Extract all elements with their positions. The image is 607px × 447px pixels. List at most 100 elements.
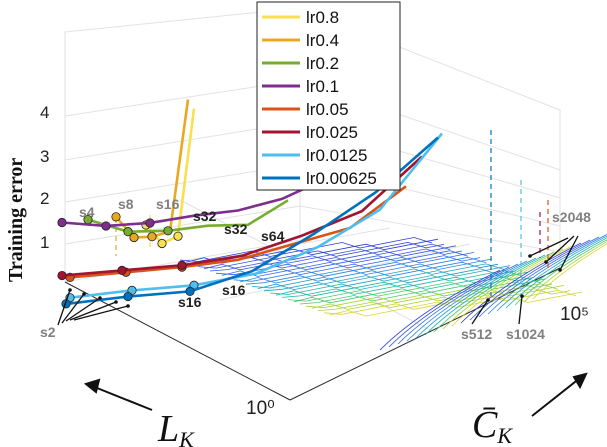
contour-line xyxy=(215,250,469,276)
series-marker-lr0.00625 xyxy=(123,291,133,302)
contour-line xyxy=(257,265,511,291)
series-marker-lr0.1 xyxy=(101,221,111,231)
series-marker-lr0.025 xyxy=(117,265,127,275)
l-axis-label: LK xyxy=(157,408,195,447)
annotation-arrow-head xyxy=(68,288,72,292)
annotation-arrow-head xyxy=(558,268,562,272)
series-marker-lr0.00625 xyxy=(185,286,195,296)
legend-label-lr0.025: lr0.025 xyxy=(306,123,358,142)
series-marker-lr0.8 xyxy=(157,238,167,249)
annotation-arrow xyxy=(57,289,71,326)
series-marker-lr0.1 xyxy=(145,218,155,228)
annotation-arrow-head xyxy=(544,260,548,264)
contour-line xyxy=(227,255,481,278)
contour-line xyxy=(179,237,433,262)
contour-line xyxy=(245,261,499,285)
legend-label-lr0.00625: lr0.00625 xyxy=(306,169,377,188)
contour-line xyxy=(397,263,519,345)
contour-line xyxy=(287,276,541,302)
direction-arrows xyxy=(83,372,588,417)
legend-label-lr0.4: lr0.4 xyxy=(306,31,339,50)
legend-label-lr0.0125: lr0.0125 xyxy=(306,146,367,165)
annotation-label: s2 xyxy=(40,324,56,340)
l-axis-label-sub: K xyxy=(178,427,195,447)
contour-line xyxy=(469,239,591,321)
annotation-arrow-head xyxy=(126,304,130,308)
contour-line xyxy=(523,241,607,303)
legend-label-lr0.05: lr0.05 xyxy=(306,100,349,119)
contour-line xyxy=(514,239,607,306)
contour-line xyxy=(442,248,564,330)
contour-line xyxy=(305,283,559,309)
contour-line xyxy=(251,263,505,289)
annotation-label: s16 xyxy=(222,282,246,298)
annotation-label: s32 xyxy=(193,208,217,224)
annotation-arrow xyxy=(73,305,129,321)
series-marker-lr0.8 xyxy=(173,231,183,241)
annotation-arrow xyxy=(529,237,569,257)
contour-line xyxy=(424,254,546,336)
annotation-arrow-head xyxy=(82,292,86,296)
annotation-arrow-head xyxy=(98,296,102,300)
c-arrow-head xyxy=(572,372,588,390)
annotation-arrow-head xyxy=(486,298,490,302)
annotation-arrow xyxy=(518,295,523,325)
annotation-label: s32 xyxy=(224,221,248,237)
grid-floor-c xyxy=(179,199,431,331)
z-tick-label: 2 xyxy=(40,189,49,208)
contour-line xyxy=(203,245,457,271)
annotation-label: s4 xyxy=(79,204,95,220)
contour-line xyxy=(269,270,523,295)
legend-label-lr0.8: lr0.8 xyxy=(306,8,339,27)
series-marker-lr0.025 xyxy=(57,270,67,281)
l-arrow-head xyxy=(83,378,101,394)
contour-line xyxy=(460,242,582,324)
legend: lr0.8 lr0.4 lr0.2 lr0.1 lr0.05 lr0.025 lr0.012… xyxy=(256,1,401,191)
contour-line xyxy=(233,256,487,282)
l-axis-edge xyxy=(64,281,291,401)
annotation-label: s64 xyxy=(261,228,285,244)
contour-line xyxy=(317,288,571,311)
contour-line xyxy=(487,234,607,315)
c-axis-label-main: C̄ xyxy=(472,404,498,446)
series-marker-lr0.4 xyxy=(147,232,157,242)
contour-line xyxy=(275,271,529,297)
contour-line xyxy=(415,257,537,339)
x-tick-label: 10⁰ xyxy=(246,398,275,419)
annotation-label: s2048 xyxy=(552,209,591,225)
series-marker-lr0.2 xyxy=(163,226,173,236)
series-marker-lr0.2 xyxy=(123,227,133,237)
series-marker-lr0.1 xyxy=(57,217,67,228)
z-tick-label: 1 xyxy=(40,233,49,252)
contour-line xyxy=(281,274,535,298)
legend-label-lr0.2: lr0.2 xyxy=(306,54,339,73)
legend-box xyxy=(256,1,401,191)
series-marker-lr0.4 xyxy=(111,212,121,222)
annotation-arrow-head xyxy=(520,294,524,298)
series-marker-lr0.4 xyxy=(129,232,139,243)
c-axis-label: C̄K xyxy=(472,404,513,447)
annotation-arrow xyxy=(545,235,575,263)
contour-line xyxy=(263,268,517,292)
contour-line xyxy=(406,260,528,342)
l-axis-label-main: L xyxy=(157,408,179,447)
z-tick-label: 3 xyxy=(40,147,49,166)
series-line-lr0.2 xyxy=(87,199,289,234)
z-axis-title: Training error xyxy=(5,158,27,282)
c-axis-label-sub: K xyxy=(496,423,513,447)
contour-line xyxy=(329,291,583,317)
l-direction-arrow xyxy=(91,385,153,411)
annotation-arrow-head xyxy=(528,254,532,258)
contour-line xyxy=(478,236,600,318)
annotation-arrow xyxy=(61,293,85,324)
annotation-label: s16 xyxy=(178,294,202,310)
annotation-arrow xyxy=(69,301,117,321)
annotation-label: s1024 xyxy=(506,326,545,342)
drop-lines xyxy=(115,130,549,296)
series-line-lr0.4 xyxy=(115,99,190,239)
annotation-arrow xyxy=(559,235,579,271)
contour-line xyxy=(379,269,501,351)
contour-line xyxy=(532,243,607,300)
z-ticks: 1 2 3 4 xyxy=(40,103,49,252)
